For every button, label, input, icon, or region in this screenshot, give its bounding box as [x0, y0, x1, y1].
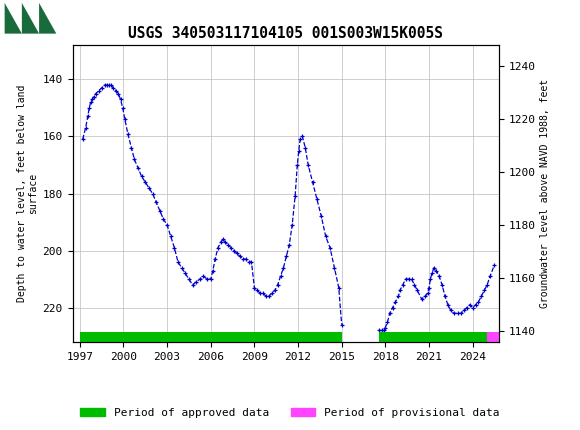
- Bar: [5, 3, 57, 34]
- Title: USGS 340503117104105 001S003W15K005S: USGS 340503117104105 001S003W15K005S: [128, 26, 443, 41]
- Y-axis label: Depth to water level, feet below land
surface: Depth to water level, feet below land su…: [17, 85, 38, 302]
- Y-axis label: Groundwater level above NAVD 1988, feet: Groundwater level above NAVD 1988, feet: [539, 79, 550, 308]
- Polygon shape: [5, 3, 22, 34]
- Polygon shape: [39, 3, 56, 34]
- Text: USGS: USGS: [67, 11, 114, 26]
- Polygon shape: [22, 3, 39, 34]
- Legend: Period of approved data, Period of provisional data: Period of approved data, Period of provi…: [76, 403, 504, 422]
